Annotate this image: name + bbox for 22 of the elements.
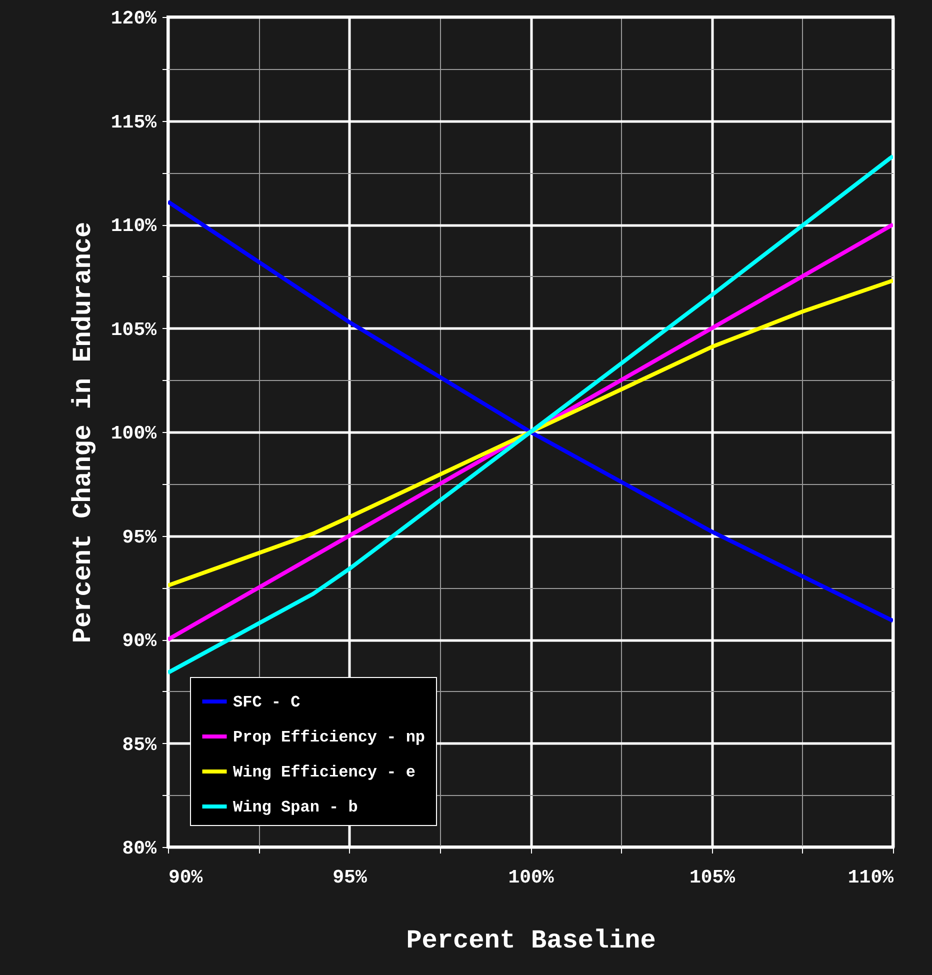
x-tick-label: 110% <box>848 866 894 888</box>
y-tick-label: 120% <box>110 8 158 30</box>
line-series <box>168 154 893 675</box>
x-axis-title: Percent Baseline <box>406 926 656 956</box>
y-tick-label: 100% <box>110 422 158 444</box>
legend-label: SFC - C <box>233 694 301 712</box>
legend-label: Wing Efficiency - e <box>233 764 416 782</box>
y-tick-label: 95% <box>122 526 158 548</box>
x-tick-label: 95% <box>332 866 368 888</box>
y-tick-label: 85% <box>122 734 158 756</box>
y-tick-label: 115% <box>110 111 158 134</box>
y-axis-title: Percent Change in Endurance <box>68 222 98 644</box>
x-tick-label: 105% <box>689 866 736 888</box>
y-tick-label: 80% <box>122 838 158 860</box>
x-tick-label: 90% <box>168 866 204 888</box>
legend-label: Prop Efficiency - np <box>233 728 426 746</box>
line-series <box>168 278 893 588</box>
y-tick-label: 105% <box>110 318 158 341</box>
legend-label: Wing Span - b <box>233 798 358 816</box>
y-tick-label: 110% <box>110 215 158 237</box>
y-tick-label: 90% <box>122 630 158 652</box>
x-tick-label: 100% <box>508 866 554 888</box>
